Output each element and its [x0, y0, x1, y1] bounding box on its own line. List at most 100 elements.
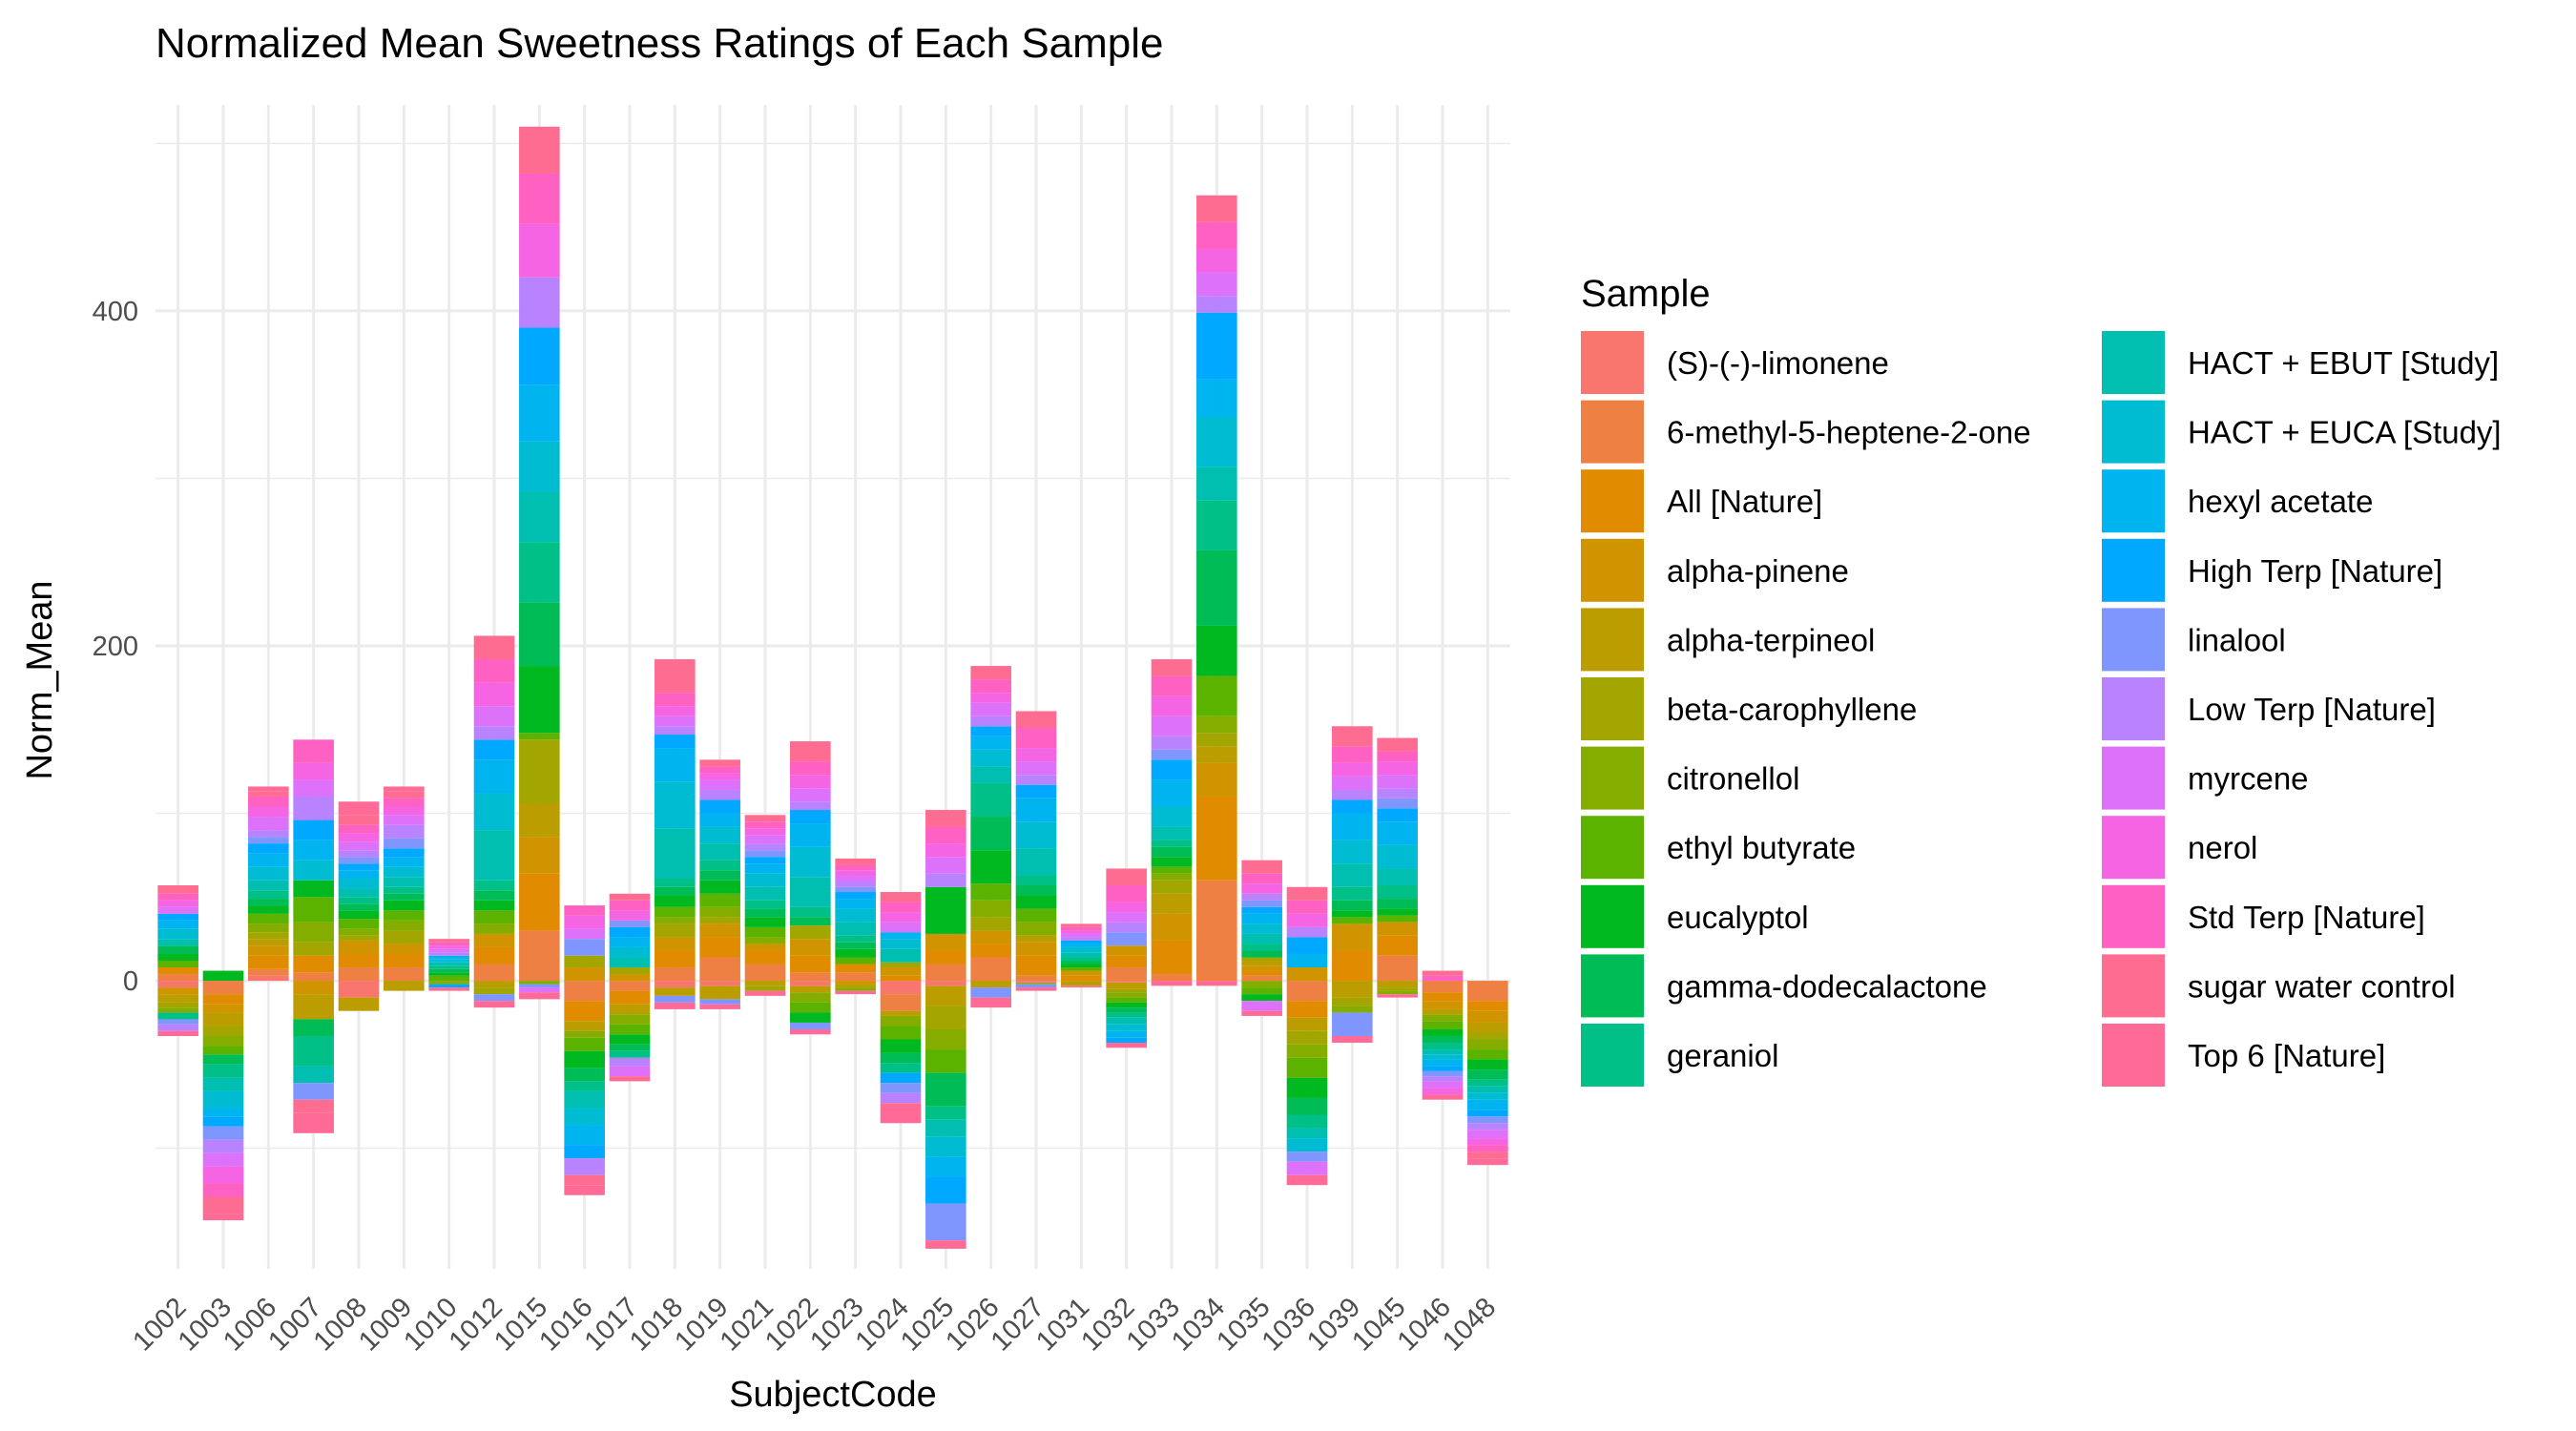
bar-segment [790, 1002, 831, 1013]
bar-segment [1377, 990, 1418, 995]
bar-segment [880, 1039, 922, 1053]
bar-segment [157, 893, 198, 901]
legend-key [2102, 400, 2165, 464]
legend-title: Sample [1581, 273, 1711, 315]
grid [156, 105, 1510, 1269]
bar-segment [880, 1015, 922, 1027]
legend-label: Std Terp [Nature] [2188, 900, 2425, 935]
bar-segment [293, 880, 334, 898]
bar-segment [1196, 312, 1237, 380]
bar-segment [1061, 964, 1102, 968]
bar-segment [338, 870, 380, 879]
bar-segment [157, 1012, 198, 1020]
bar-segment [338, 833, 380, 842]
bar-segment [970, 736, 1011, 750]
bar-segment [428, 942, 469, 946]
legend-key [2102, 1024, 2165, 1087]
bar-segment [835, 881, 876, 887]
bar-segment [338, 850, 380, 858]
bar-segment [1241, 950, 1282, 958]
bar-segment [970, 666, 1011, 680]
bar-segment [519, 930, 560, 982]
bar-segment [202, 1004, 244, 1013]
bar-segment [564, 1050, 605, 1068]
bar-segment [519, 873, 560, 931]
bar-segment [970, 679, 1011, 694]
bar-segment [835, 987, 876, 991]
bar-segment [1377, 751, 1418, 762]
bar-segment [1286, 1151, 1328, 1162]
bar-segment [1377, 915, 1418, 923]
bar-segment [1467, 1001, 1508, 1011]
bar-segment [609, 1050, 651, 1058]
bar-segment [1061, 926, 1102, 931]
bar-segment [835, 957, 876, 964]
bar-segment [1422, 1043, 1464, 1050]
bar-segment [428, 939, 469, 943]
bar-segment [970, 957, 1011, 982]
legend-label: (S)-(-)-limonene [1667, 345, 1889, 381]
bar-segment [338, 857, 380, 864]
bar-segment [609, 920, 651, 927]
bar-segment [519, 491, 560, 543]
bar-segment [925, 1119, 966, 1137]
bar-segment [1377, 908, 1418, 916]
bar-segment [1467, 1130, 1508, 1139]
bar-segment [925, 1006, 966, 1029]
bar-segment [925, 810, 966, 827]
bar-segment [1332, 910, 1373, 918]
bar-segment [699, 1004, 740, 1009]
bar-segment [564, 1108, 605, 1126]
bar-segment [1015, 848, 1057, 876]
bar-segment [1241, 893, 1282, 901]
bar-segment [970, 749, 1011, 767]
bar-segment [248, 968, 289, 976]
bar-segment [1286, 913, 1328, 927]
bar-segment [790, 906, 831, 918]
legend-item: alpha-pinene [1581, 538, 1849, 602]
bar-segment [1286, 1128, 1328, 1139]
bar-segment [473, 706, 515, 727]
bar-segment [744, 873, 786, 887]
bar-segment [835, 875, 876, 882]
bar-segment [654, 693, 696, 707]
bar-segment [1241, 883, 1282, 894]
bar-segment [1286, 1161, 1328, 1175]
bar-segment [609, 893, 651, 901]
bar-segment [1106, 997, 1147, 1003]
bar-segment [338, 841, 380, 851]
bar-segment [202, 1196, 244, 1214]
bar-segment [157, 981, 198, 988]
bar-segment [1106, 1002, 1147, 1008]
bar-segment [1422, 992, 1464, 1002]
bar-segment [1241, 970, 1282, 976]
bar-segment [384, 838, 425, 849]
bar-segment [925, 981, 966, 986]
bar-segment [654, 995, 696, 1003]
bar-segment [1061, 967, 1102, 971]
bar-segment [1151, 893, 1193, 914]
bar-segment [1377, 885, 1418, 900]
bar-segment [744, 937, 786, 944]
bar-segment [699, 870, 740, 881]
bar-segment [609, 981, 651, 991]
bar-segment [564, 1068, 605, 1082]
y-tick-label: 0 [123, 966, 138, 997]
bar-segment [248, 796, 289, 807]
bar-segment [654, 716, 696, 727]
bar-segment [1377, 955, 1418, 982]
bar-segment [1151, 826, 1193, 840]
bar-segment [790, 877, 831, 907]
bar-segment [744, 863, 786, 874]
bar-segment [202, 1026, 244, 1036]
bar-segment [473, 900, 515, 911]
bar-segment [1106, 988, 1147, 993]
bar-segment [564, 967, 605, 982]
bar-segment [384, 893, 425, 901]
bar-segment [384, 900, 425, 911]
bar-segment [428, 959, 469, 963]
bar-segment [925, 873, 966, 887]
bar-segment [519, 602, 560, 667]
bar-segment [473, 987, 515, 995]
bar-segment [564, 905, 605, 916]
